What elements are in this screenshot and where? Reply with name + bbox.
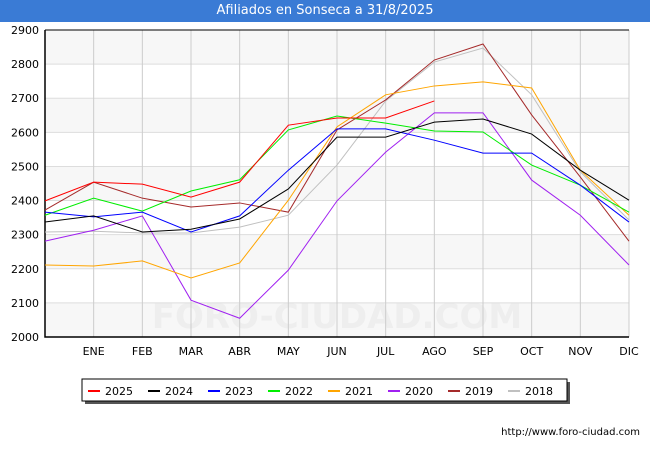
- legend-label: 2021: [345, 385, 373, 398]
- x-tick-label: FEB: [132, 345, 153, 358]
- legend-label: 2019: [465, 385, 493, 398]
- y-tick-label: 2400: [11, 195, 39, 208]
- x-tick-label: ABR: [228, 345, 251, 358]
- y-tick-label: 2800: [11, 58, 39, 71]
- series-line-2021: [44, 81, 630, 279]
- series-line-2024: [44, 118, 630, 233]
- x-tick-label: MAR: [179, 345, 204, 358]
- y-tick-label: 2500: [11, 160, 39, 173]
- series-line-2025: [44, 100, 435, 202]
- x-tick-label: JUL: [376, 345, 395, 358]
- legend-label: 2020: [405, 385, 433, 398]
- y-tick-label: 2600: [11, 126, 39, 139]
- legend-label: 2024: [165, 385, 193, 398]
- chart-title: Afiliados en Sonseca a 31/8/2025: [0, 0, 650, 22]
- legend: [81, 378, 568, 402]
- y-tick-label: 2700: [11, 92, 39, 105]
- series-line-2020: [44, 112, 630, 319]
- x-tick-label: MAY: [277, 345, 300, 358]
- series-line-2023: [44, 128, 630, 233]
- x-tick-label: AGO: [422, 345, 447, 358]
- y-tick-label: 2100: [11, 297, 39, 310]
- series-line-2018: [44, 47, 630, 234]
- source-link[interactable]: http://www.foro-ciudad.com: [501, 427, 640, 438]
- x-tick-label: NOV: [568, 345, 593, 358]
- y-tick-label: 2900: [11, 24, 39, 37]
- x-tick-label: JUN: [326, 345, 347, 358]
- y-tick-label: 2300: [11, 229, 39, 242]
- series-line-2019: [44, 43, 630, 242]
- legend-label: 2018: [525, 385, 553, 398]
- axis: [44, 30, 629, 338]
- legend-label: 2025: [105, 385, 133, 398]
- legend-label: 2023: [225, 385, 253, 398]
- x-tick-label: DIC: [619, 345, 639, 358]
- x-tick-label: ENE: [83, 345, 105, 358]
- y-tick-label: 2200: [11, 263, 39, 276]
- series-line-2022: [44, 115, 630, 216]
- x-tick-label: OCT: [520, 345, 543, 358]
- x-tick-label: SEP: [473, 345, 494, 358]
- legend-label: 2022: [285, 385, 313, 398]
- y-tick-label: 2000: [11, 331, 39, 344]
